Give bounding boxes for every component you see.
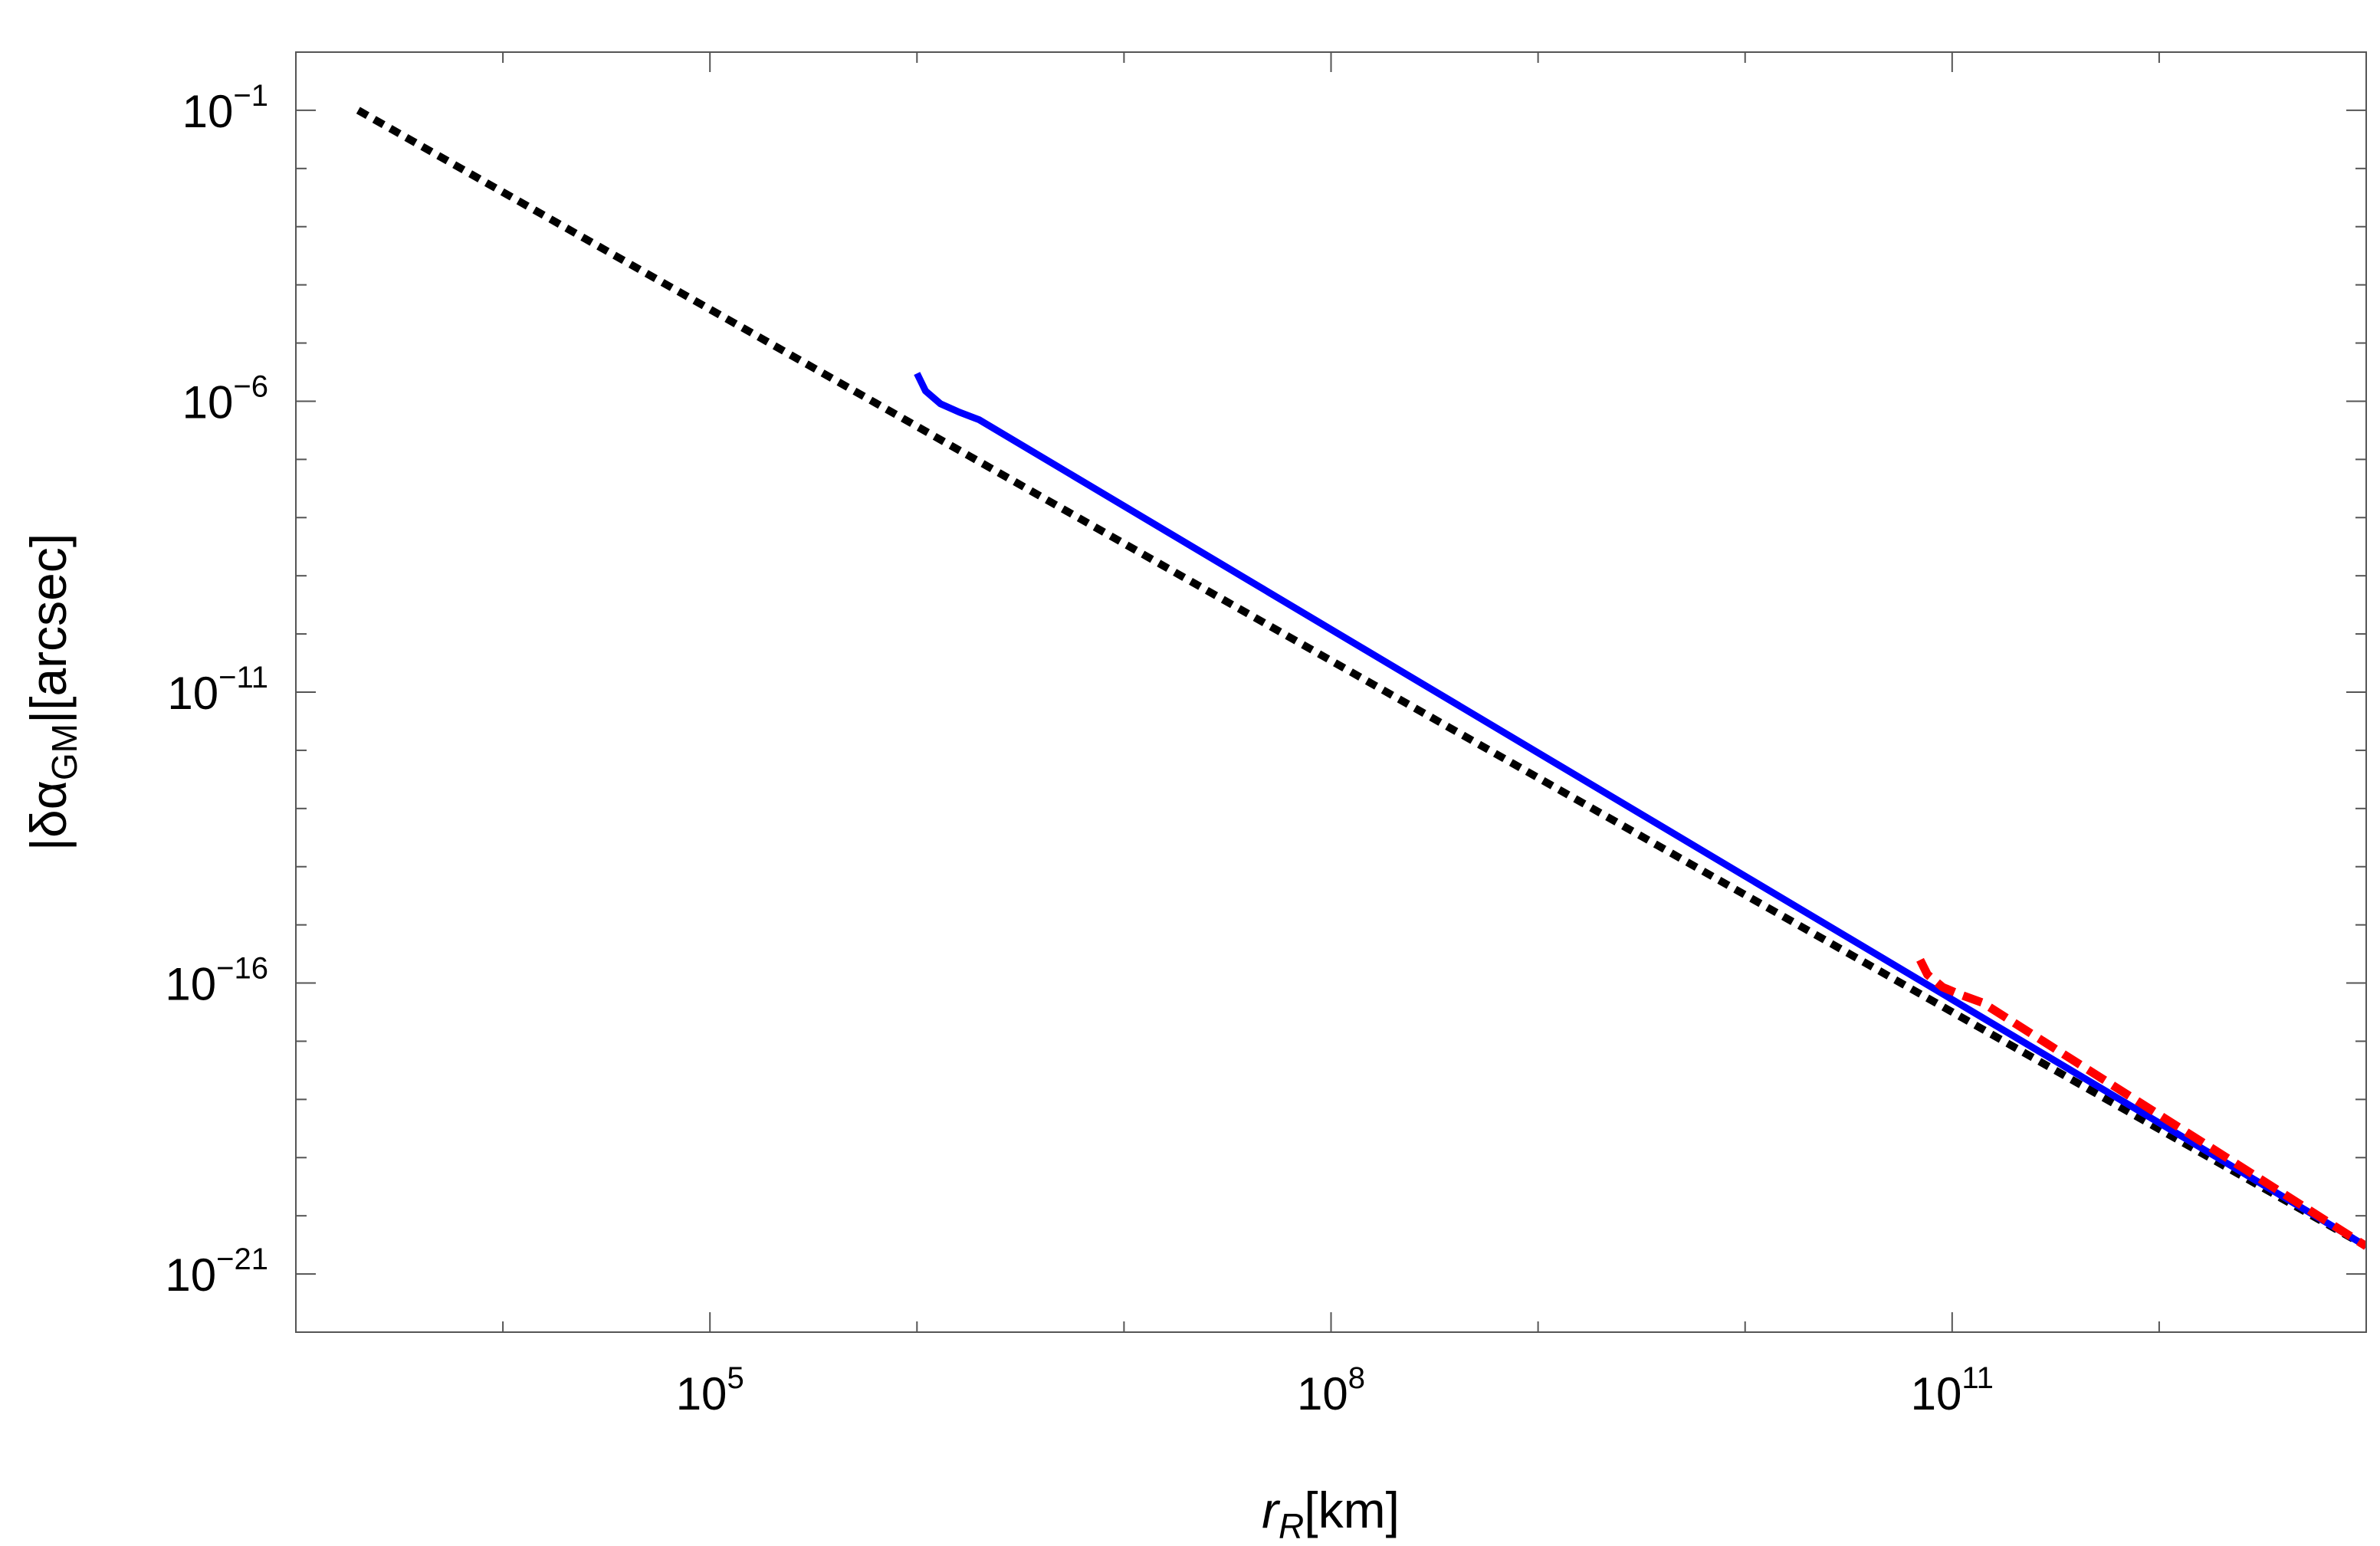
x-tick-label: 1011	[1911, 1361, 1994, 1420]
y-tick-label-base: 10	[182, 86, 234, 137]
x-tick-label: 105	[676, 1361, 744, 1420]
x-axis-label-unit: [km]	[1304, 1482, 1400, 1538]
y-tick-label-base: 10	[182, 376, 234, 428]
tick-layer	[295, 51, 2367, 1333]
y-tick-label: 10−6	[182, 369, 268, 428]
y-tick-label-base: 10	[167, 668, 218, 719]
y-axis-label-main: |δα	[20, 780, 77, 851]
series-line-2	[914, 372, 2366, 1249]
x-axis-label-main: r	[1262, 1482, 1281, 1538]
x-tick-label-base: 10	[1297, 1368, 1348, 1420]
plot-frame	[295, 51, 2367, 1333]
y-tick-label-exp: −1	[233, 79, 268, 113]
x-tick-label-exp: 8	[1348, 1361, 1365, 1395]
y-tick-label-exp: −21	[216, 1242, 268, 1276]
x-tick-label-base: 10	[1911, 1368, 1962, 1420]
x-tick-label: 108	[1297, 1361, 1365, 1420]
x-tick-label-exp: 5	[727, 1361, 744, 1395]
y-tick-label-exp: −6	[233, 369, 268, 403]
series-line-1	[356, 107, 2366, 1250]
y-axis-label: |δαGM|[arcsec]	[20, 533, 84, 851]
y-tick-label-base: 10	[165, 1249, 216, 1301]
series-layer	[356, 107, 2366, 1250]
y-tick-label: 10−1	[182, 79, 268, 137]
x-axis-label: rR[km]	[1262, 1482, 1400, 1546]
y-tick-label: 10−11	[167, 661, 268, 719]
x-tick-label-base: 10	[676, 1368, 727, 1420]
y-axis-label-sub: GM	[44, 724, 84, 780]
series-line-3	[1916, 957, 2366, 1250]
y-tick-label-exp: −16	[216, 952, 268, 986]
y-tick-label-exp: −11	[218, 661, 268, 694]
y-axis-label-unit: |[arcsec]	[20, 533, 77, 724]
y-tick-label-base: 10	[165, 959, 216, 1010]
x-axis-label-sub: R	[1279, 1506, 1304, 1546]
x-tick-label-exp: 11	[1961, 1361, 1994, 1395]
y-tick-label: 10−21	[165, 1242, 268, 1301]
y-tick-label: 10−16	[165, 952, 268, 1010]
